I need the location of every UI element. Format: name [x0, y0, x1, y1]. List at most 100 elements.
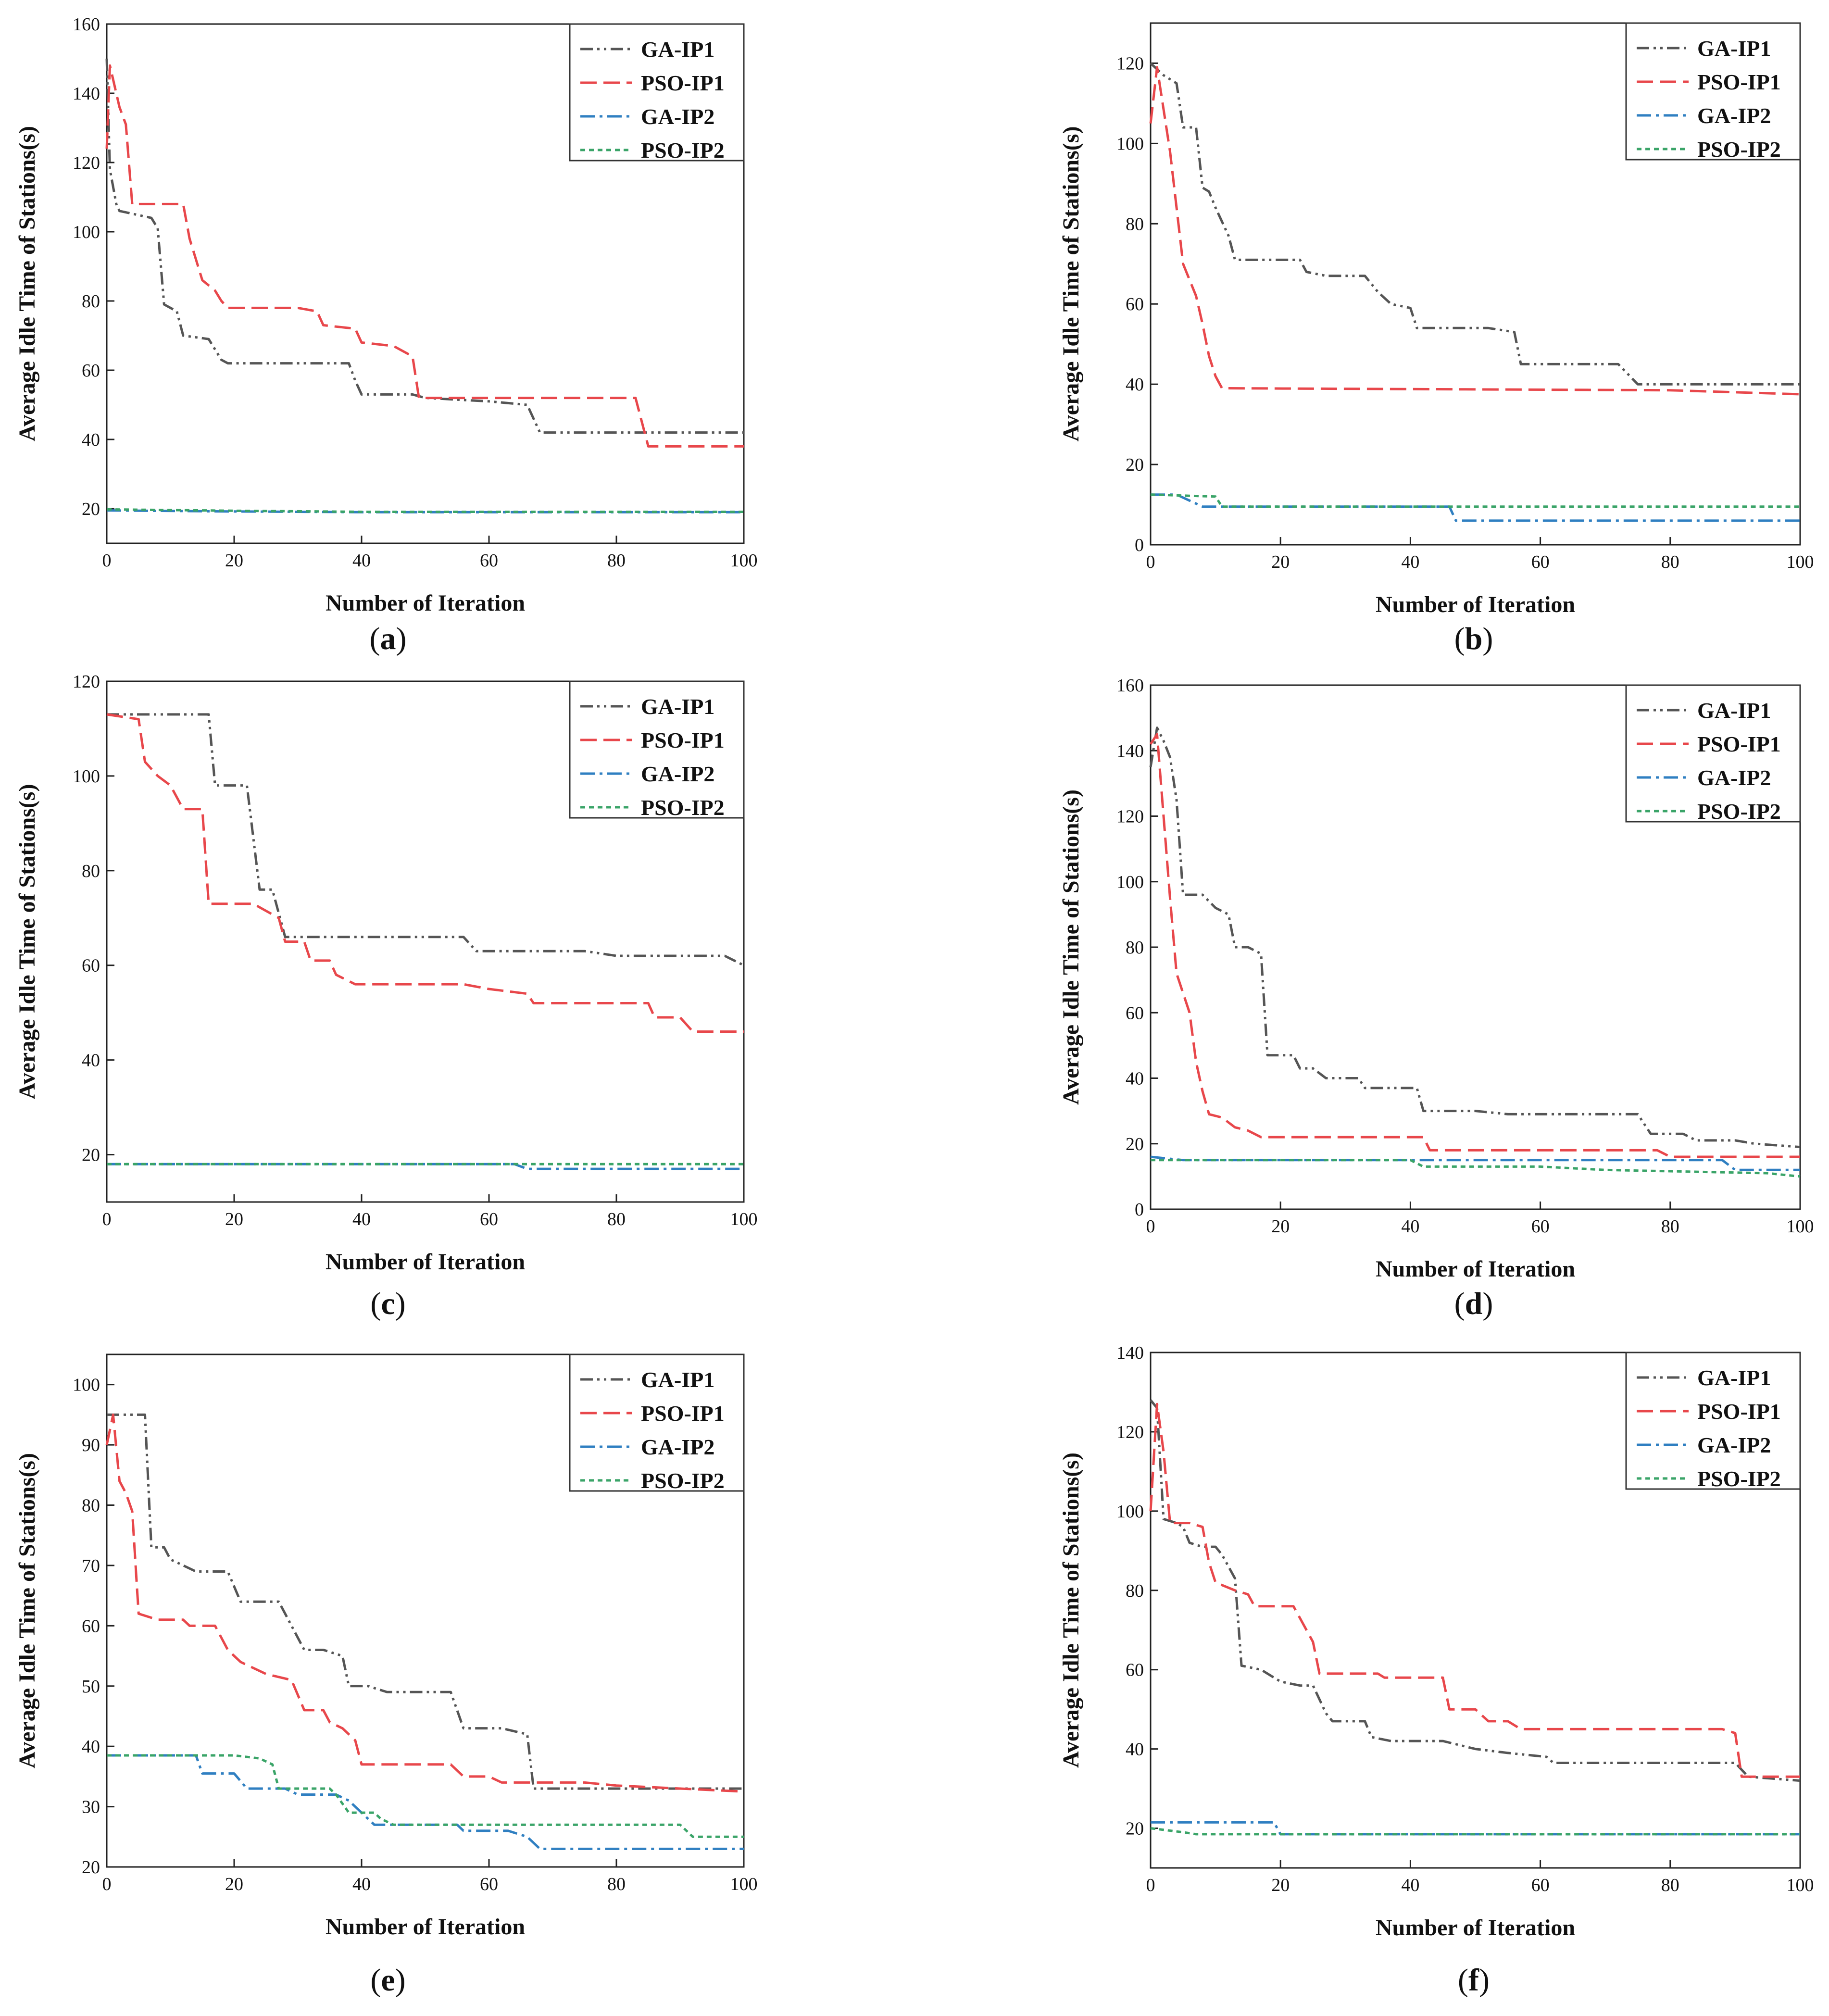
- y-axis-title: Average Idle Time of Stations(s): [1058, 126, 1084, 442]
- legend-entry: GA-IP1: [641, 694, 714, 719]
- y-tick-label: 20: [1126, 455, 1144, 475]
- legend-entry: GA-IP2: [641, 104, 714, 129]
- y-tick-label: 20: [1126, 1134, 1144, 1154]
- y-tick-label: 80: [1126, 938, 1144, 958]
- chart-panel-f: 0 20 40 60 80 100 20 40 60 80 100 120 140 Number of I…: [1058, 1343, 1814, 1941]
- x-tick-label: 100: [730, 551, 758, 571]
- legend-box: [569, 23, 745, 162]
- y-tick-label: 120: [1116, 1422, 1144, 1442]
- x-tick-label: 0: [1146, 1875, 1155, 1895]
- series-line-ga-ip2: [1150, 1155, 1800, 1171]
- series-line-ga-ip1: [1150, 62, 1800, 386]
- legend-entry: GA-IP2: [1697, 765, 1771, 790]
- legend-box: [1625, 684, 1801, 823]
- x-tick-label: 0: [102, 1209, 112, 1229]
- y-tick-label: 160: [73, 14, 100, 35]
- series-line-pso-ip1: [105, 1413, 744, 1793]
- panel-caption: (a): [370, 621, 407, 656]
- x-tick-label: 0: [102, 551, 112, 571]
- plot-frame: [1150, 1352, 1801, 1869]
- y-tick-label: 100: [1116, 872, 1144, 892]
- legend-entry: GA-IP2: [1697, 103, 1771, 128]
- y-tick-label: 100: [1116, 1502, 1144, 1522]
- y-tick-label: 100: [73, 766, 100, 787]
- x-axis-title: Number of Iteration: [326, 590, 525, 616]
- legend-entry: PSO-IP1: [1697, 1399, 1781, 1424]
- chart-panel-b: 0 20 40 60 80 100 0 20 40 60 80 100 120 Number of Ite…: [1058, 22, 1814, 617]
- x-tick-label: 80: [1661, 1216, 1679, 1237]
- series-line-ga-ip2: [107, 1754, 744, 1850]
- x-axis-title: Number of Iteration: [326, 1249, 525, 1275]
- x-tick-label: 100: [1787, 1875, 1814, 1895]
- series-line-pso-ip1: [106, 713, 744, 1033]
- x-tick-label: 100: [730, 1209, 758, 1229]
- legend-entry: GA-IP2: [641, 1435, 714, 1459]
- legend: GA-IP1 PSO-IP1 GA-IP2 PSO-IP2: [1625, 22, 1801, 162]
- y-tick-label: 80: [82, 1496, 100, 1516]
- y-tick-label: 40: [82, 430, 100, 450]
- x-tick-label: 40: [1401, 552, 1419, 572]
- y-axis-title: Average Idle Time of Stations(s): [1058, 789, 1084, 1105]
- x-tick-label: 80: [607, 551, 626, 571]
- panel-caption: (c): [370, 1286, 405, 1321]
- x-tick-label: 20: [1271, 1216, 1290, 1237]
- y-tick-label: 120: [1116, 53, 1144, 74]
- y-tick-label: 60: [1126, 1660, 1144, 1680]
- x-tick-label: 20: [225, 1209, 243, 1229]
- x-tick-label: 80: [1661, 552, 1679, 572]
- x-tick-label: 60: [480, 1874, 498, 1894]
- series-line-pso-ip1: [1149, 66, 1801, 396]
- x-tick-label: 0: [1146, 552, 1155, 572]
- x-tick-label: 20: [225, 1874, 243, 1894]
- y-tick-label: 0: [1135, 1200, 1144, 1220]
- y-tick-label: 120: [73, 672, 100, 692]
- x-tick-label: 40: [1401, 1216, 1419, 1237]
- series-line-pso-ip1: [1149, 733, 1800, 1158]
- legend-box: [569, 1353, 745, 1492]
- chart-panel-d: 0 20 40 60 80 100 0 20 40 60 80 100 120 140 160 Number …: [1058, 676, 1814, 1282]
- y-tick-label: 30: [82, 1797, 100, 1817]
- legend-entry: PSO-IP1: [1697, 732, 1781, 756]
- plot-frame: [106, 23, 745, 544]
- x-tick-label: 60: [1531, 552, 1550, 572]
- y-tick-label: 70: [82, 1556, 100, 1576]
- legend-box: [1625, 1352, 1801, 1490]
- x-tick-label: 80: [607, 1209, 626, 1229]
- y-tick-label: 40: [82, 1737, 100, 1757]
- series-line-ga-ip1: [105, 58, 744, 434]
- x-tick-label: 100: [1787, 1216, 1814, 1237]
- series-line-ga-ip2: [107, 1163, 744, 1170]
- y-tick-label: 100: [1116, 134, 1144, 154]
- x-tick-label: 80: [1661, 1875, 1679, 1895]
- y-tick-label: 80: [1126, 214, 1144, 234]
- x-axis-title: Number of Iteration: [326, 1914, 525, 1940]
- y-tick-label: 60: [1126, 1003, 1144, 1023]
- legend: GA-IP1 PSO-IP1 GA-IP2 PSO-IP2: [569, 1353, 745, 1493]
- legend-entry: PSO-IP1: [641, 71, 725, 95]
- y-tick-label: 140: [1116, 1343, 1144, 1363]
- legend: GA-IP1 PSO-IP1 GA-IP2 PSO-IP2: [569, 23, 745, 163]
- panel-caption: (b): [1454, 621, 1493, 656]
- y-tick-label: 20: [82, 499, 100, 519]
- series-line-ga-ip1: [107, 1413, 744, 1790]
- legend-entry: PSO-IP1: [641, 728, 725, 752]
- legend-entry: GA-IP2: [1697, 1433, 1771, 1457]
- legend-entry: PSO-IP2: [641, 138, 725, 163]
- legend-entry: PSO-IP1: [1697, 70, 1781, 94]
- y-tick-label: 140: [1116, 741, 1144, 761]
- legend-entry: GA-IP1: [641, 1367, 714, 1392]
- y-tick-label: 20: [1126, 1819, 1144, 1839]
- y-tick-label: 60: [82, 361, 100, 381]
- chart-panel-a: 0 20 40 60 80 100 20 40 60 80 100 120 140 160 Number o…: [14, 14, 758, 616]
- series-line-pso-ip2: [1150, 493, 1800, 508]
- legend-entry: PSO-IP2: [1697, 137, 1781, 162]
- y-tick-label: 80: [82, 291, 100, 312]
- legend-entry: GA-IP1: [1697, 1365, 1771, 1390]
- y-tick-label: 90: [82, 1435, 100, 1455]
- x-tick-label: 80: [607, 1874, 626, 1894]
- y-tick-label: 60: [82, 1616, 100, 1636]
- y-tick-label: 60: [1126, 294, 1144, 314]
- series-line-ga-ip2: [1151, 493, 1800, 522]
- x-tick-label: 20: [225, 551, 243, 571]
